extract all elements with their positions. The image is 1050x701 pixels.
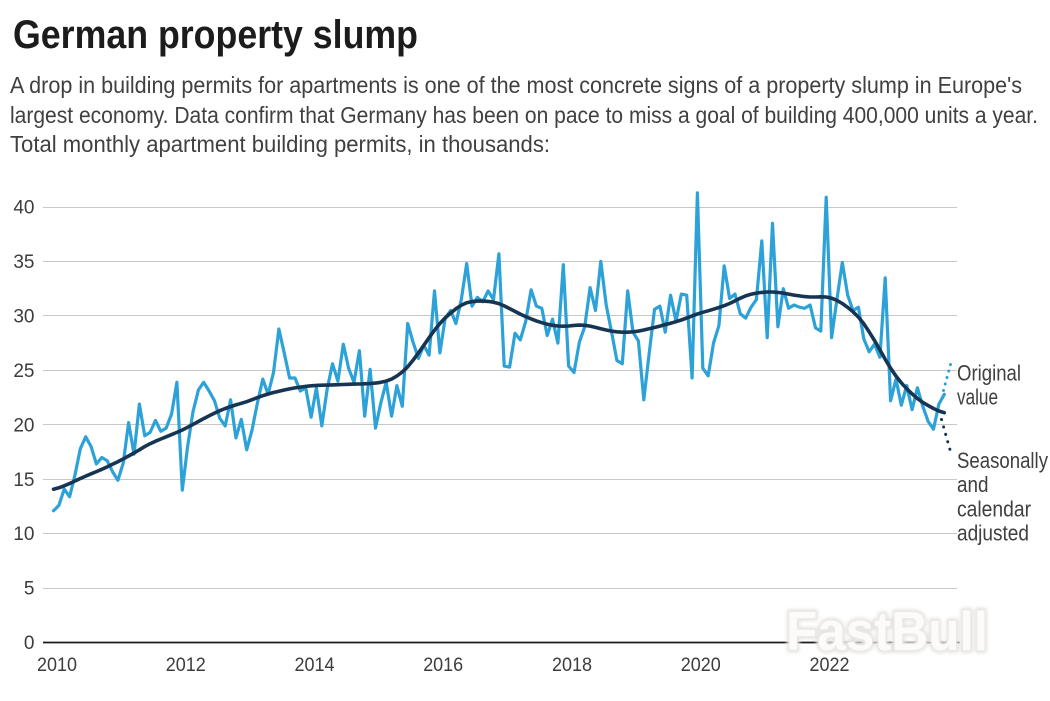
svg-text:5: 5 <box>24 579 35 600</box>
svg-text:2016: 2016 <box>423 655 463 676</box>
svg-text:0: 0 <box>24 633 35 654</box>
svg-text:German property slump: German property slump <box>13 13 418 57</box>
svg-text:FastBull: FastBull <box>786 600 988 662</box>
svg-text:and: and <box>957 472 989 497</box>
svg-text:30: 30 <box>13 306 34 327</box>
svg-text:2014: 2014 <box>295 655 335 676</box>
svg-text:20: 20 <box>13 415 34 436</box>
svg-text:calendar: calendar <box>957 496 1031 521</box>
svg-text:Total monthly apartment buildi: Total monthly apartment building permits… <box>10 131 550 157</box>
svg-text:2018: 2018 <box>552 655 592 676</box>
svg-text:2012: 2012 <box>166 655 206 676</box>
svg-text:15: 15 <box>13 470 34 491</box>
svg-text:35: 35 <box>13 252 34 273</box>
svg-text:25: 25 <box>13 361 34 382</box>
svg-text:largest economy. Data confirm: largest economy. Data confirm that Germa… <box>10 102 1038 128</box>
svg-text:2010: 2010 <box>37 655 77 676</box>
svg-text:adjusted: adjusted <box>957 521 1029 546</box>
svg-text:value: value <box>957 385 998 410</box>
svg-text:10: 10 <box>13 524 34 545</box>
svg-text:A drop in building permits for: A drop in building permits for apartment… <box>10 72 1022 98</box>
svg-text:2020: 2020 <box>681 655 721 676</box>
svg-text:Seasonally: Seasonally <box>957 448 1048 473</box>
svg-text:FastBull: FastBull <box>786 600 988 662</box>
svg-text:Original: Original <box>957 361 1021 386</box>
svg-text:2022: 2022 <box>810 655 850 676</box>
svg-text:40: 40 <box>13 198 34 219</box>
